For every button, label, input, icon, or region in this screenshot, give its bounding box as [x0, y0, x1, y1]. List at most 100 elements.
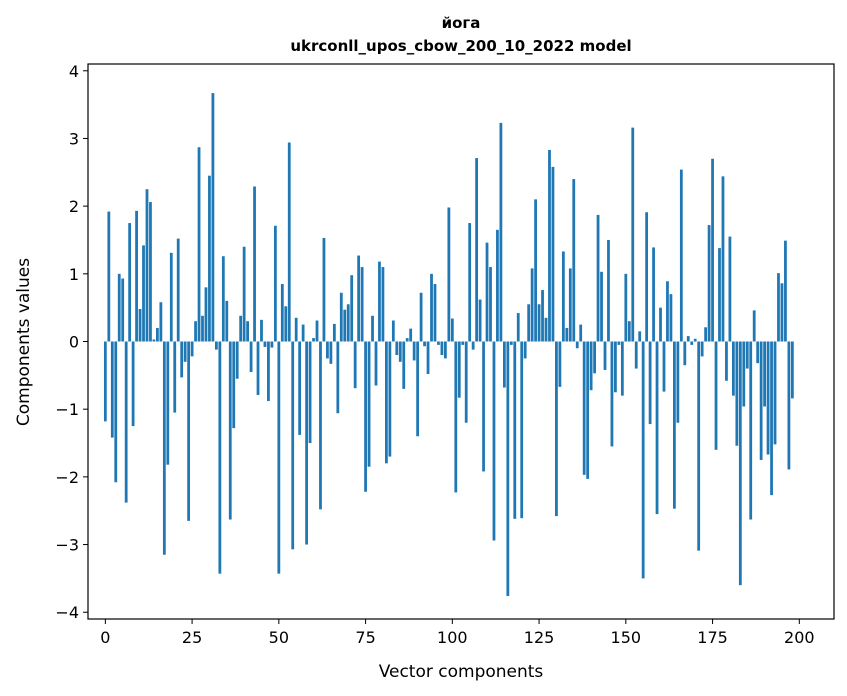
- bar: [610, 341, 614, 447]
- bar: [353, 341, 357, 389]
- bar: [721, 176, 725, 342]
- plot-frame: [87, 63, 835, 620]
- bar: [221, 256, 225, 342]
- bar: [641, 341, 645, 579]
- bar: [312, 338, 315, 342]
- bar: [745, 341, 749, 369]
- bar: [298, 341, 302, 435]
- bar: [603, 341, 607, 370]
- bar: [485, 242, 489, 342]
- bar: [534, 199, 537, 342]
- x-tick-label: 0: [100, 628, 110, 647]
- bar: [614, 341, 617, 393]
- bar: [551, 166, 555, 342]
- bar: [103, 341, 107, 422]
- bar: [256, 341, 260, 395]
- x-tick-label: 50: [269, 628, 289, 647]
- bar: [433, 283, 437, 342]
- bar: [561, 251, 565, 342]
- bar: [471, 341, 475, 350]
- bar: [395, 341, 399, 356]
- bar: [530, 268, 534, 342]
- bar: [690, 341, 694, 345]
- bar: [329, 341, 333, 364]
- y-tick-label: −4: [55, 603, 79, 622]
- bar: [308, 341, 312, 444]
- bar: [662, 341, 666, 392]
- bar: [187, 341, 191, 521]
- bar: [381, 267, 385, 342]
- bar: [145, 189, 149, 342]
- bar: [405, 338, 409, 342]
- bar: [162, 341, 166, 555]
- bar: [645, 212, 649, 342]
- bar: [575, 341, 579, 349]
- bar: [402, 341, 406, 389]
- bar: [357, 255, 361, 342]
- bar: [655, 341, 659, 515]
- bar: [201, 315, 204, 342]
- bar: [253, 186, 256, 342]
- bar: [568, 268, 572, 342]
- bar: [260, 319, 263, 342]
- bar: [208, 175, 211, 342]
- bar: [149, 202, 152, 342]
- y-tick-label: −2: [55, 468, 79, 487]
- bar: [315, 320, 319, 342]
- bar: [766, 341, 770, 455]
- bar: [294, 317, 298, 342]
- chart-title: йога: [442, 14, 481, 32]
- bar: [496, 229, 499, 342]
- bar: [683, 341, 687, 366]
- bar: [194, 321, 197, 342]
- bar: [225, 300, 229, 342]
- bars-group: [103, 93, 794, 596]
- bar: [620, 341, 624, 396]
- bar: [339, 292, 343, 342]
- bar: [516, 313, 520, 342]
- bar: [718, 248, 721, 342]
- bar: [457, 341, 461, 398]
- bar: [548, 149, 551, 342]
- x-axis-ticks: 0 25 50 75 100 125 150 175 200: [100, 619, 815, 647]
- bar: [419, 292, 423, 342]
- bar: [697, 341, 701, 551]
- bar: [527, 304, 531, 342]
- bar: [627, 321, 631, 342]
- bar: [784, 240, 787, 342]
- chart-subtitle: ukrconll_upos_cbow_200_10_2022 model: [290, 37, 631, 55]
- bar: [492, 341, 496, 541]
- bar: [121, 278, 125, 342]
- bar: [277, 341, 281, 574]
- bar: [513, 341, 517, 519]
- x-tick-label: 175: [697, 628, 728, 647]
- bar: [749, 341, 753, 520]
- bar: [777, 273, 780, 342]
- bar: [305, 341, 308, 545]
- bar: [631, 127, 635, 342]
- bar: [478, 299, 482, 342]
- bar: [138, 309, 142, 342]
- bar: [593, 341, 596, 374]
- bar: [374, 341, 378, 386]
- bar: [388, 341, 392, 457]
- y-tick-label: 1: [69, 265, 79, 284]
- bar: [371, 315, 374, 342]
- bar: [686, 336, 690, 342]
- bar: [336, 341, 340, 414]
- x-tick-label: 75: [355, 628, 375, 647]
- bar: [659, 307, 662, 342]
- bar: [117, 273, 121, 342]
- bar: [541, 290, 544, 342]
- bar: [673, 341, 676, 509]
- bar: [666, 281, 669, 342]
- bar: [152, 339, 156, 342]
- bar: [409, 328, 413, 342]
- bar: [346, 304, 350, 342]
- bar: [444, 341, 447, 359]
- bar: [482, 341, 485, 472]
- x-axis-label: Vector components: [379, 662, 544, 682]
- bar: [284, 306, 288, 342]
- y-tick-label: 4: [69, 62, 79, 81]
